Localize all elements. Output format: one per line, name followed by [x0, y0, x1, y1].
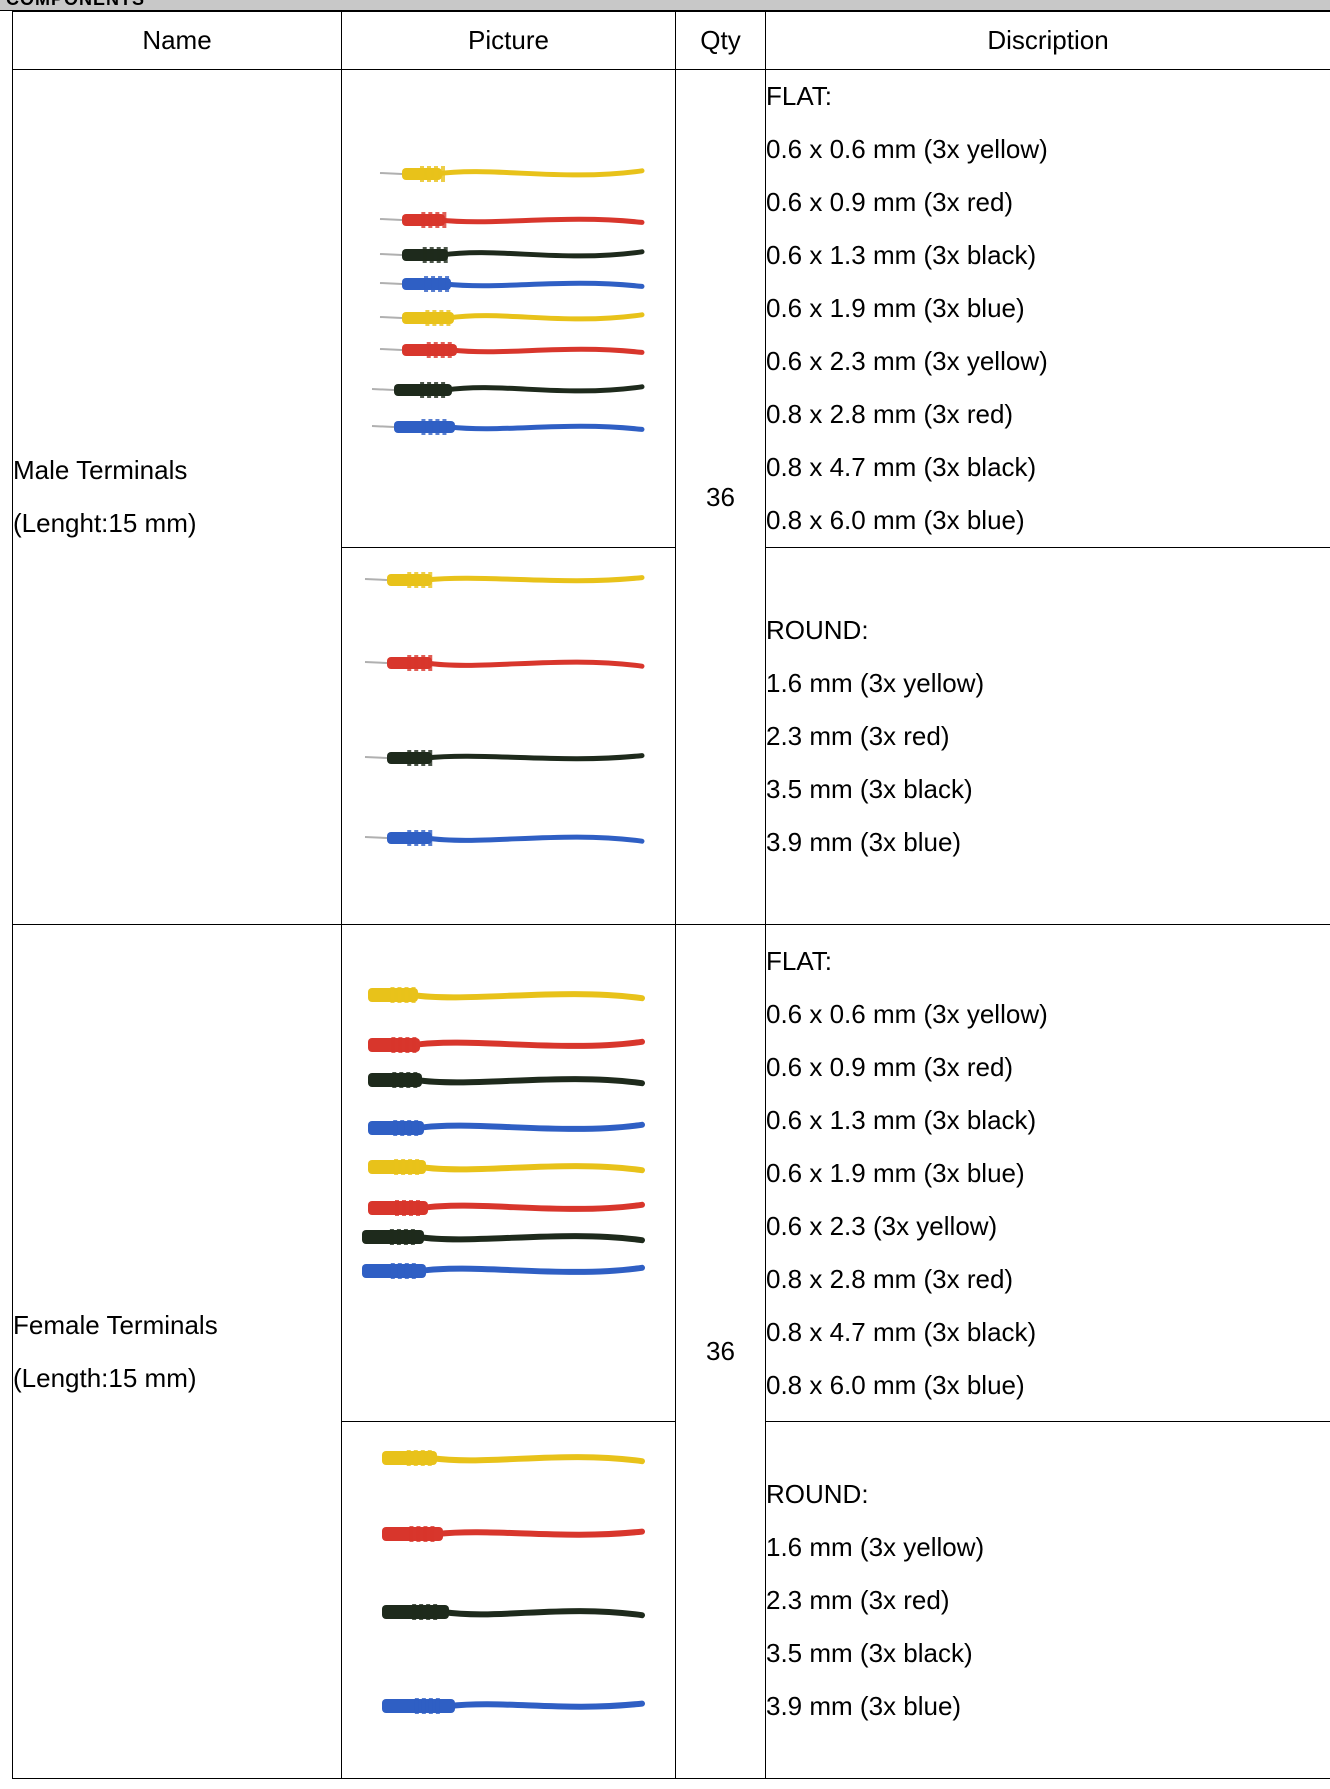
desc-line: 2.3 mm (3x red): [766, 1584, 950, 1615]
desc-line: 3.9 mm (3x blue): [766, 1690, 962, 1721]
female-round-terminals-photo: [382, 1450, 645, 1714]
terminal-wire: [368, 1200, 645, 1216]
male-round-picture-cell: [341, 547, 676, 925]
header-description: Discription: [765, 11, 1330, 70]
terminal-wire: [379, 310, 645, 326]
male-terminals-label: Male Terminals: [13, 455, 188, 485]
terminal-wire: [382, 1698, 645, 1714]
desc-line: 0.6 x 1.9 mm (3x blue): [766, 293, 1025, 323]
female-terminals-label: Female Terminals: [13, 1309, 218, 1340]
female-flat-picture-cell: [341, 924, 676, 1422]
table-row: ROUND: 1.6 mm (3x yellow) 2.3 mm (3x red…: [13, 547, 1330, 925]
terminal-wire: [382, 1604, 645, 1620]
section-title: COMPONENTS: [6, 0, 145, 10]
desc-line: 0.8 x 4.7 mm (3x black): [766, 452, 1037, 482]
female-flat-description: FLAT: 0.6 x 0.6 mm (3x yellow) 0.6 x 0.9…: [765, 924, 1330, 1422]
desc-line: FLAT:: [766, 81, 832, 111]
terminal-wire: [364, 830, 645, 846]
male-round-description: ROUND: 1.6 mm (3x yellow) 2.3 mm (3x red…: [765, 547, 1330, 925]
terminal-wire: [379, 342, 645, 358]
desc-line: 2.3 mm (3x red): [766, 720, 950, 751]
desc-line: 0.6 x 1.3 mm (3x black): [766, 240, 1037, 270]
male-flat-picture-cell: [341, 69, 676, 548]
desc-line: 0.8 x 6.0 mm (3x blue): [766, 1369, 1025, 1400]
terminal-wire: [379, 276, 645, 292]
terminal-wire: [379, 212, 645, 228]
terminal-wire: [368, 1120, 645, 1136]
terminal-wire: [362, 1229, 645, 1245]
terminal-wire: [379, 247, 645, 263]
terminal-wire: [368, 1159, 645, 1175]
female-qty-cell: 36: [675, 924, 766, 1779]
header-name: Name: [12, 11, 342, 70]
table-row: Female Terminals (Length:15 mm) 36 FLAT:…: [12, 924, 1330, 1779]
male-flat-terminals-photo: [371, 166, 645, 435]
desc-line: 3.5 mm (3x black): [766, 773, 973, 804]
female-round-description: ROUND: 1.6 mm (3x yellow) 2.3 mm (3x red…: [765, 1421, 1330, 1779]
terminal-wire: [364, 572, 645, 588]
male-qty-cell: 36: [675, 69, 766, 925]
desc-line: 0.8 x 6.0 mm (3x blue): [766, 505, 1025, 535]
desc-line: 1.6 mm (3x yellow): [766, 1531, 985, 1562]
components-table: Name Picture Qty Discription Male Termin…: [12, 11, 1330, 1779]
section-header-bar: COMPONENTS: [0, 0, 1330, 11]
terminal-wire: [379, 166, 645, 182]
desc-line: 0.6 x 0.9 mm (3x red): [766, 187, 1014, 217]
female-round-picture-cell: [341, 1421, 676, 1779]
desc-line: 0.6 x 2.3 (3x yellow): [766, 1210, 998, 1241]
male-terminals-name-cell: Male Terminals (Lenght:15 mm): [12, 69, 342, 925]
table-header-row: Name Picture Qty Discription: [12, 11, 1330, 70]
female-terminals-length: (Length:15 mm): [13, 1362, 197, 1393]
terminal-wire: [382, 1526, 645, 1542]
male-flat-description: FLAT: 0.6 x 0.6 mm (3x yellow) 0.6 x 0.9…: [765, 69, 1330, 548]
table-row: Male Terminals (Lenght:15 mm) 36 FLAT: 0…: [12, 69, 1330, 925]
desc-line: 0.6 x 0.6 mm (3x yellow): [766, 134, 1048, 164]
male-terminals-length: (Lenght:15 mm): [13, 508, 197, 538]
desc-line: ROUND:: [766, 614, 869, 645]
female-flat-terminals-photo: [362, 987, 645, 1279]
header-qty: Qty: [675, 11, 766, 70]
terminal-wire: [364, 655, 645, 671]
terminal-wire: [371, 382, 645, 398]
desc-line: 3.9 mm (3x blue): [766, 826, 962, 857]
terminal-wire: [362, 1263, 645, 1279]
terminal-wire: [382, 1450, 645, 1466]
desc-line: 0.8 x 2.8 mm (3x red): [766, 399, 1014, 429]
female-terminals-name-cell: Female Terminals (Length:15 mm): [12, 924, 342, 1779]
desc-line: 0.6 x 2.3 mm (3x yellow): [766, 346, 1048, 376]
desc-line: FLAT:: [766, 945, 832, 976]
terminal-wire: [368, 987, 645, 1003]
header-picture: Picture: [341, 11, 676, 70]
desc-line: 3.5 mm (3x black): [766, 1637, 973, 1668]
terminal-wire: [371, 419, 645, 435]
desc-line: 0.8 x 4.7 mm (3x black): [766, 1316, 1037, 1347]
desc-line: 0.6 x 0.9 mm (3x red): [766, 1051, 1014, 1082]
desc-line: 0.6 x 0.6 mm (3x yellow): [766, 998, 1048, 1029]
desc-line: ROUND:: [766, 1478, 869, 1509]
terminal-wire: [368, 1072, 645, 1088]
terminal-wire: [368, 1037, 645, 1053]
desc-line: 0.8 x 2.8 mm (3x red): [766, 1263, 1014, 1294]
desc-line: 0.6 x 1.9 mm (3x blue): [766, 1157, 1025, 1188]
desc-line: 1.6 mm (3x yellow): [766, 667, 985, 698]
male-round-terminals-photo: [364, 572, 645, 846]
table-row: ROUND: 1.6 mm (3x yellow) 2.3 mm (3x red…: [13, 1421, 1330, 1779]
desc-line: 0.6 x 1.3 mm (3x black): [766, 1104, 1037, 1135]
terminal-wire: [364, 750, 645, 766]
